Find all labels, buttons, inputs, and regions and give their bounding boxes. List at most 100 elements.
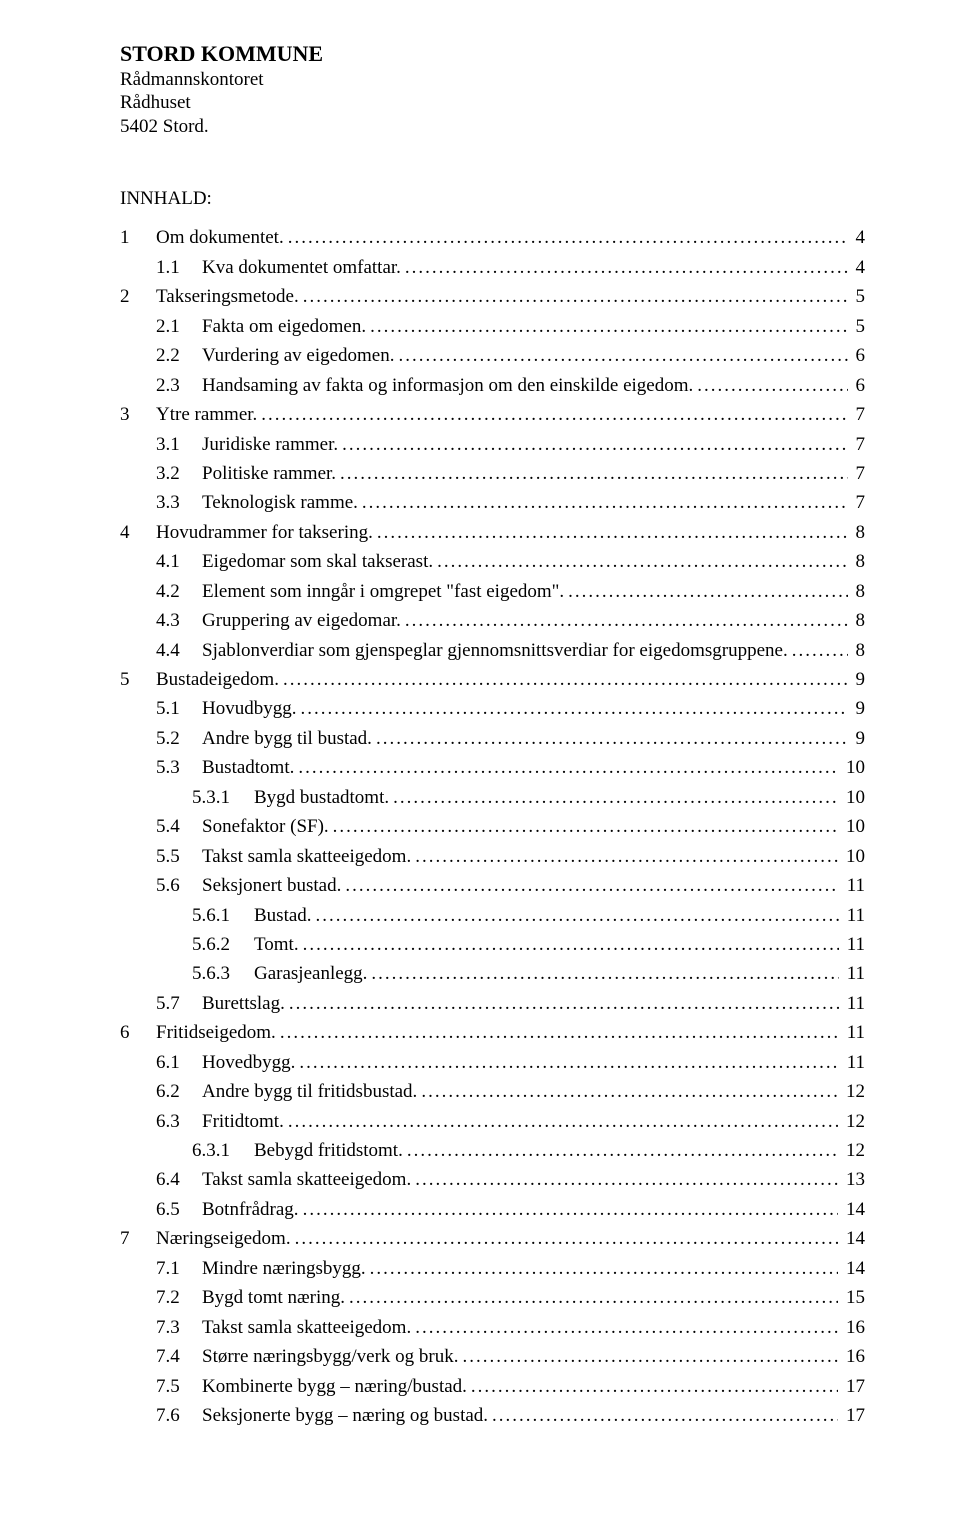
toc-entry-number: 4 [120, 518, 156, 547]
toc-dot-leader [471, 1372, 838, 1401]
toc-entry-label: Fakta om eigedomen. [202, 312, 366, 341]
toc-entry: 3.3Teknologisk ramme.7 [120, 488, 865, 517]
toc-dot-leader [492, 1401, 838, 1430]
toc-entry-number: 7.6 [156, 1401, 202, 1430]
toc-entry-label: Mindre næringsbygg. [202, 1254, 366, 1283]
toc-entry-number: 6 [120, 1018, 156, 1047]
toc-entry: 4Hovudrammer for taksering.8 [120, 518, 865, 547]
toc-entry-label: Seksjonerte bygg – næring og bustad. [202, 1401, 488, 1430]
toc-entry-number: 3.2 [156, 459, 202, 488]
toc-entry-page: 11 [843, 989, 865, 1018]
toc-entry: 7.5Kombinerte bygg – næring/bustad.17 [120, 1372, 865, 1401]
toc-entry-page: 8 [852, 636, 866, 665]
toc-entry-label: Takst samla skatteeigedom. [202, 842, 411, 871]
toc-entry-label: Juridiske rammer. [202, 430, 338, 459]
toc-entry: 2Takseringsmetode.5 [120, 282, 865, 311]
toc-entry: 6.3.1Bebygd fritidstomt.12 [120, 1136, 865, 1165]
toc-entry-label: Politiske rammer. [202, 459, 336, 488]
toc-dot-leader [393, 783, 838, 812]
toc-entry-page: 9 [852, 665, 866, 694]
toc-entry: 5.3Bustadtomt.10 [120, 753, 865, 782]
toc-entry: 6.2Andre bygg til fritidsbustad.12 [120, 1077, 865, 1106]
toc-entry-label: Bygd bustadtomt. [254, 783, 389, 812]
toc-entry-number: 2 [120, 282, 156, 311]
toc-entry-page: 8 [852, 606, 866, 635]
toc-entry: 3.2Politiske rammer.7 [120, 459, 865, 488]
toc-entry: 1Om dokumentet.4 [120, 223, 865, 252]
toc-entry-number: 5.6 [156, 871, 202, 900]
toc-entry: 5.6.1Bustad.11 [120, 901, 865, 930]
toc-entry-number: 6.5 [156, 1195, 202, 1224]
toc-entry-page: 6 [852, 341, 866, 370]
toc-entry-page: 4 [852, 223, 866, 252]
toc-entry-label: Større næringsbygg/verk og bruk. [202, 1342, 458, 1371]
org-line-2: Rådmannskontoret [120, 68, 865, 92]
toc-dot-leader [407, 1136, 838, 1165]
toc-entry: 7.4Større næringsbygg/verk og bruk.16 [120, 1342, 865, 1371]
toc-dot-leader [316, 901, 839, 930]
toc-entry-number: 5.3 [156, 753, 202, 782]
toc-entry: 5.3.1Bygd bustadtomt.10 [120, 783, 865, 812]
toc-entry: 5.2Andre bygg til bustad.9 [120, 724, 865, 753]
toc-entry-number: 7.2 [156, 1283, 202, 1312]
toc-dot-leader [288, 1107, 838, 1136]
toc-entry-page: 8 [852, 518, 866, 547]
toc-dot-leader [299, 1048, 838, 1077]
toc-entry-label: Gruppering av eigedomar. [202, 606, 401, 635]
toc-dot-leader [333, 812, 838, 841]
toc-entry-label: Tomt. [254, 930, 299, 959]
toc-entry: 5.4Sonefaktor (SF).10 [120, 812, 865, 841]
toc-entry-page: 14 [842, 1195, 865, 1224]
toc-dot-leader [415, 1313, 838, 1342]
toc-entry-number: 7.3 [156, 1313, 202, 1342]
toc-entry: 5.5Takst samla skatteeigedom.10 [120, 842, 865, 871]
toc-entry-page: 14 [842, 1254, 865, 1283]
toc-entry-label: Takst samla skatteeigedom. [202, 1313, 411, 1342]
toc-entry: 3.1Juridiske rammer.7 [120, 430, 865, 459]
toc-entry-number: 7.1 [156, 1254, 202, 1283]
toc-entry: 6.1Hovedbygg.11 [120, 1048, 865, 1077]
toc-dot-leader [792, 636, 848, 665]
toc-entry-label: Takst samla skatteeigedom. [202, 1165, 411, 1194]
toc-entry-page: 10 [842, 783, 865, 812]
toc-entry-label: Kva dokumentet omfattar. [202, 253, 401, 282]
toc-entry: 5.6.2Tomt.11 [120, 930, 865, 959]
toc-entry-label: Ytre rammer. [156, 400, 257, 429]
toc-entry-number: 7 [120, 1224, 156, 1253]
toc-dot-leader [405, 606, 848, 635]
toc-entry: 4.1Eigedomar som skal takserast.8 [120, 547, 865, 576]
toc-entry-label: Hovedbygg. [202, 1048, 295, 1077]
toc-entry-page: 12 [842, 1136, 865, 1165]
toc-entry-number: 5.4 [156, 812, 202, 841]
toc-dot-leader [415, 842, 838, 871]
toc-entry: 5.1Hovudbygg.9 [120, 694, 865, 723]
toc-entry-number: 6.4 [156, 1165, 202, 1194]
toc-entry: 2.1Fakta om eigedomen. 5 [120, 312, 865, 341]
toc-entry-number: 3.1 [156, 430, 202, 459]
toc-entry-label: Næringseigedom. [156, 1224, 291, 1253]
toc-entry-number: 6.3 [156, 1107, 202, 1136]
toc-entry-number: 1.1 [156, 253, 202, 282]
toc-dot-leader [303, 1195, 838, 1224]
toc-entry: 6.5Botnfrådrag.14 [120, 1195, 865, 1224]
toc-entry-label: Om dokumentet. [156, 223, 284, 252]
toc-entry-page: 15 [842, 1283, 865, 1312]
toc-entry-number: 4.3 [156, 606, 202, 635]
toc-dot-leader [362, 488, 848, 517]
toc-dot-leader [399, 341, 848, 370]
toc-entry-number: 2.3 [156, 371, 202, 400]
toc-entry-number: 5.5 [156, 842, 202, 871]
toc-entry-page: 11 [843, 959, 865, 988]
toc-entry-number: 3.3 [156, 488, 202, 517]
toc-dot-leader [261, 400, 847, 429]
toc-entry-label: Fritidtomt. [202, 1107, 284, 1136]
toc-entry-label: Sjablonverdiar som gjenspeglar gjennomsn… [202, 636, 788, 665]
toc-dot-leader [421, 1077, 838, 1106]
toc-dot-leader [295, 1224, 838, 1253]
toc-entry-page: 14 [842, 1224, 865, 1253]
toc-entry-page: 5 [852, 312, 866, 341]
toc-entry-label: Takseringsmetode. [156, 282, 299, 311]
toc-entry-number: 2.1 [156, 312, 202, 341]
toc-entry-number: 5.6.3 [192, 959, 254, 988]
toc-entry-page: 16 [842, 1313, 865, 1342]
